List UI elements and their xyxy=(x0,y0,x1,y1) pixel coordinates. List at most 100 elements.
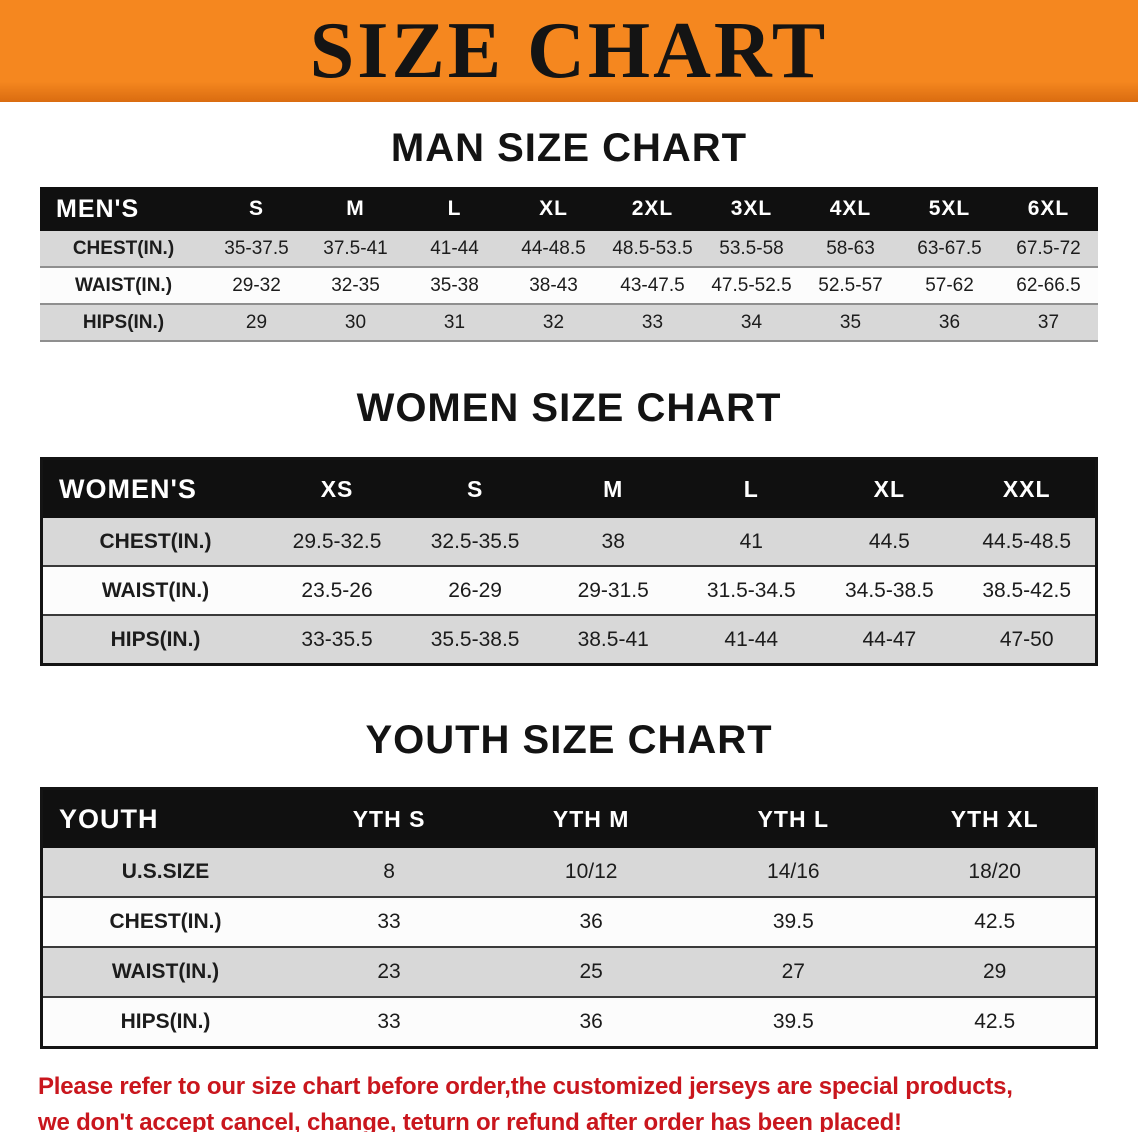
value-cell: 41 xyxy=(682,518,821,567)
value-cell: 37 xyxy=(999,304,1098,342)
size-column-header: 3XL xyxy=(702,187,801,231)
value-cell: 44-48.5 xyxy=(504,231,603,268)
size-column-header: YTH M xyxy=(490,788,693,848)
table-corner-label: MEN'S xyxy=(40,187,207,231)
notice-line-1: Please refer to our size chart before or… xyxy=(38,1073,1013,1100)
table-row: CHEST(IN.) 33 36 39.5 42.5 xyxy=(41,897,1097,948)
value-cell: 43-47.5 xyxy=(603,267,702,305)
value-cell: 38.5-41 xyxy=(544,615,683,666)
value-cell: 42.5 xyxy=(894,897,1097,948)
value-cell: 33-35.5 xyxy=(268,615,407,666)
size-column-header: 2XL xyxy=(603,187,702,231)
table-row: HIPS(IN.) 33-35.5 35.5-38.5 38.5-41 41-44 44-… xyxy=(41,615,1097,666)
table-row: CHEST(IN.) 35-37.5 37.5-41 41-44 44-48.5 48.5… xyxy=(40,231,1098,268)
value-cell: 31.5-34.5 xyxy=(682,566,821,616)
size-column-header: XL xyxy=(820,458,959,518)
value-cell: 67.5-72 xyxy=(999,231,1098,268)
table-corner-label: YOUTH xyxy=(41,788,288,848)
value-cell: 29 xyxy=(207,304,306,342)
table-row: HIPS(IN.) 29 30 31 32 33 34 35 36 37 xyxy=(40,304,1098,342)
men-section-heading: MAN SIZE CHART xyxy=(390,126,748,170)
value-cell: 25 xyxy=(490,947,693,998)
value-cell: 29-32 xyxy=(207,267,306,305)
row-label-cell: HIPS(IN.) xyxy=(41,615,268,666)
table-row: U.S.SIZE 8 10/12 14/16 18/20 xyxy=(41,848,1097,898)
value-cell: 23 xyxy=(288,947,491,998)
value-cell: 58-63 xyxy=(801,231,900,268)
value-cell: 44-47 xyxy=(820,615,959,666)
value-cell: 62-66.5 xyxy=(999,267,1098,305)
size-column-header: XXL xyxy=(958,458,1097,518)
value-cell: 53.5-58 xyxy=(702,231,801,268)
value-cell: 29-31.5 xyxy=(544,566,683,616)
value-cell: 14/16 xyxy=(692,848,895,898)
value-cell: 32 xyxy=(504,304,603,342)
table-corner-label: WOMEN'S xyxy=(41,458,268,518)
value-cell: 18/20 xyxy=(894,848,1097,898)
value-cell: 33 xyxy=(288,897,491,948)
row-label-cell: WAIST(IN.) xyxy=(40,267,207,305)
women-section-heading: WOMEN SIZE CHART xyxy=(356,386,782,430)
value-cell: 34 xyxy=(702,304,801,342)
value-cell: 30 xyxy=(306,304,405,342)
value-cell: 44.5-48.5 xyxy=(958,518,1097,567)
value-cell: 35-37.5 xyxy=(207,231,306,268)
table-header-row: MEN'S S M L XL 2XL 3XL 4XL 5XL 6XL xyxy=(40,187,1098,231)
size-column-header: 6XL xyxy=(999,187,1098,231)
table-row: WAIST(IN.) 23.5-26 26-29 29-31.5 31.5-34.5 34… xyxy=(41,566,1097,616)
value-cell: 38 xyxy=(544,518,683,567)
value-cell: 32-35 xyxy=(306,267,405,305)
value-cell: 48.5-53.5 xyxy=(603,231,702,268)
value-cell: 36 xyxy=(900,304,999,342)
banner-title: SIZE CHART xyxy=(309,7,829,95)
value-cell: 34.5-38.5 xyxy=(820,566,959,616)
size-chart-banner: SIZE CHART xyxy=(0,0,1138,102)
women-size-table: WOMEN'S XS S M L XL XXL CHEST(IN.) 29.5-32.5 32.5… xyxy=(40,457,1098,666)
youth-size-table: YOUTH YTH S YTH M YTH L YTH XL U.S.SIZE 8 10/12… xyxy=(40,787,1098,1049)
value-cell: 10/12 xyxy=(490,848,693,898)
men-size-table: MEN'S S M L XL 2XL 3XL 4XL 5XL 6XL CHEST(IN.) 35-37… xyxy=(40,187,1098,342)
value-cell: 35 xyxy=(801,304,900,342)
youth-section-heading: YOUTH SIZE CHART xyxy=(365,718,773,762)
size-column-header: S xyxy=(207,187,306,231)
value-cell: 39.5 xyxy=(692,897,895,948)
size-column-header: XS xyxy=(268,458,407,518)
row-label-cell: WAIST(IN.) xyxy=(41,947,288,998)
value-cell: 47.5-52.5 xyxy=(702,267,801,305)
value-cell: 36 xyxy=(490,897,693,948)
value-cell: 29 xyxy=(894,947,1097,998)
value-cell: 42.5 xyxy=(894,997,1097,1049)
value-cell: 37.5-41 xyxy=(306,231,405,268)
value-cell: 27 xyxy=(692,947,895,998)
value-cell: 52.5-57 xyxy=(801,267,900,305)
value-cell: 35-38 xyxy=(405,267,504,305)
value-cell: 32.5-35.5 xyxy=(406,518,545,567)
value-cell: 57-62 xyxy=(900,267,999,305)
value-cell: 31 xyxy=(405,304,504,342)
value-cell: 35.5-38.5 xyxy=(406,615,545,666)
value-cell: 38-43 xyxy=(504,267,603,305)
table-header-row: YOUTH YTH S YTH M YTH L YTH XL xyxy=(41,788,1097,848)
size-column-header: 4XL xyxy=(801,187,900,231)
value-cell: 63-67.5 xyxy=(900,231,999,268)
size-column-header: YTH S xyxy=(288,788,491,848)
value-cell: 38.5-42.5 xyxy=(958,566,1097,616)
row-label-cell: HIPS(IN.) xyxy=(40,304,207,342)
size-column-header: S xyxy=(406,458,545,518)
table-row: WAIST(IN.) 29-32 32-35 35-38 38-43 43-47.5 47.… xyxy=(40,267,1098,305)
size-column-header: YTH XL xyxy=(894,788,1097,848)
value-cell: 33 xyxy=(288,997,491,1049)
value-cell: 29.5-32.5 xyxy=(268,518,407,567)
order-notice: Please refer to our size chart before or… xyxy=(38,1073,1138,1132)
value-cell: 26-29 xyxy=(406,566,545,616)
value-cell: 44.5 xyxy=(820,518,959,567)
value-cell: 36 xyxy=(490,997,693,1049)
size-column-header: M xyxy=(544,458,683,518)
value-cell: 39.5 xyxy=(692,997,895,1049)
table-row: HIPS(IN.) 33 36 39.5 42.5 xyxy=(41,997,1097,1049)
row-label-cell: CHEST(IN.) xyxy=(40,231,207,268)
row-label-cell: HIPS(IN.) xyxy=(41,997,288,1049)
table-row: CHEST(IN.) 29.5-32.5 32.5-35.5 38 41 44.5 44.5… xyxy=(41,518,1097,567)
notice-line-2: we don't accept cancel, change, teturn o… xyxy=(38,1109,902,1132)
